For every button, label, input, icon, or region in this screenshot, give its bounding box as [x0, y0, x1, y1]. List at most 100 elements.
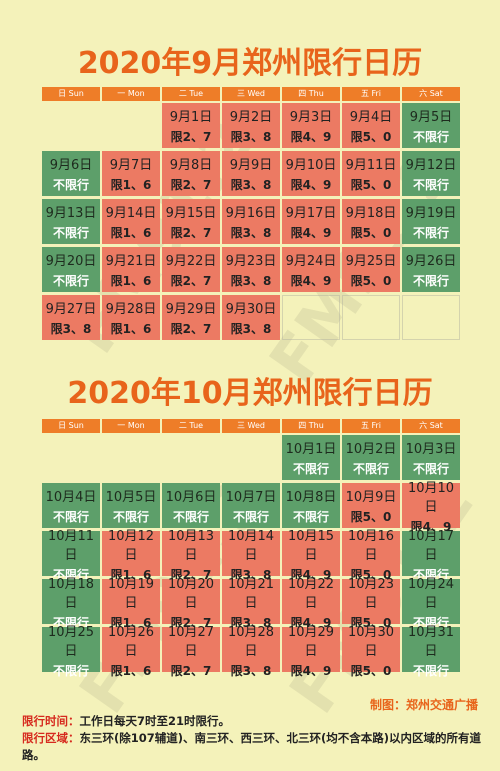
day-rule: 限1、6: [110, 663, 152, 678]
day-rule: 限5、0: [350, 510, 392, 524]
day-date: 9月18日: [345, 206, 397, 221]
day-cell: 10月14日 限3、8: [222, 529, 280, 582]
day-rule: 不限行: [172, 510, 209, 524]
day-cell: 10月26日 限1、6: [102, 625, 160, 678]
weekday-label: 一 Mon: [102, 419, 160, 433]
day-cell: 9月11日 限5、0: [342, 151, 400, 196]
day-rule: 限2、7: [170, 178, 212, 192]
day-date: 9月1日: [169, 110, 213, 125]
credit-text: 制图：郑州交通广播: [369, 698, 478, 712]
day-cell: 10月5日 不限行: [102, 483, 160, 528]
day-rule: 限5、0: [350, 226, 392, 240]
day-cell: 9月18日限5、0: [342, 199, 400, 244]
sept-title: 2020年9月郑州限行日历: [77, 46, 423, 81]
day-date: 10月27日: [167, 624, 215, 659]
oct-calendar-grid: 10月1日不限行 10月2日不限行 10月3日不限行 10月4日 不限行 10月5日 不限行…: [42, 435, 460, 678]
day-cell: 10月11日 不限行: [42, 529, 100, 582]
day-cell: 9月14日 限1、6: [102, 199, 160, 244]
day-rule: 限2、7: [170, 130, 212, 144]
weekday-label: 三 Wed: [222, 419, 280, 433]
day-date: 9月25日: [345, 254, 397, 269]
day-rule: 不限行: [52, 178, 89, 192]
weekday-label: 六 Sat: [402, 87, 460, 101]
day-date: 9月27日: [45, 302, 97, 317]
day-rule: 限3、8: [230, 178, 272, 192]
day-cell: 9月25日限5、0: [342, 247, 400, 292]
day-cell: 10月4日 不限行: [42, 483, 100, 528]
day-date: 10月10日: [407, 480, 455, 515]
day-cell: 9月9日 限3、8: [222, 151, 280, 196]
day-date: 10月31日: [407, 624, 455, 659]
day-rule: 限3、8: [230, 663, 272, 678]
blank-cell: [222, 435, 280, 480]
day-cell: 9月19日 不限行: [402, 199, 460, 244]
day-cell: 10月23日 限5、0: [342, 577, 400, 630]
day-cell: 9月20日 不限行: [42, 247, 100, 292]
day-cell: 9月7日 限1、6: [102, 151, 160, 196]
day-cell: 9月27日限3、8: [42, 295, 100, 340]
weekday-label: 五 Fri: [342, 419, 400, 433]
notes-area-row: 限行区域：东三环(除107辅道)、南三环、西三环、北三环(均不含本路)以内区域的…: [22, 730, 500, 764]
sept-weekday-header: 日 Sun 一 Mon 二 Tue 三 Wed 四 Thu 五 Fri 六 Sat: [42, 87, 460, 101]
day-rule: 限1、6: [110, 567, 152, 582]
day-rule: 不限行: [412, 462, 449, 476]
day-rule: 限2、7: [170, 567, 212, 582]
day-rule: 限3、8: [50, 322, 92, 336]
weekday-label: 一 Mon: [102, 87, 160, 101]
blank-cell: [102, 103, 160, 148]
day-rule: 限5、0: [350, 274, 392, 288]
day-cell: 10月22日 限4、9: [282, 577, 340, 630]
weekday-label: 日 Sun: [42, 87, 100, 101]
notes-area-label: 限行区域：: [22, 731, 80, 745]
day-cell: 10月13日 限2、7: [162, 529, 220, 582]
day-cell: 10月16日 限5、0: [342, 529, 400, 582]
day-cell: 9月2日 限3、8: [222, 103, 280, 148]
day-date: 10月17日: [407, 528, 455, 563]
day-rule: 限3、8: [230, 322, 272, 336]
day-rule: 不限行: [292, 510, 329, 524]
notes-area-value: 东三环(除107辅道)、南三环、西三环、北三环(均不含本路)以内区域的所有道路。: [22, 731, 482, 762]
day-cell: 10月7日 不限行: [222, 483, 280, 528]
weekday-label: 二 Tue: [162, 87, 220, 101]
day-cell: 9月3日限4、9: [282, 103, 340, 148]
day-date: 10月18日: [47, 576, 95, 611]
day-date: 10月11日: [47, 528, 95, 563]
day-date: 10月1日: [285, 442, 337, 457]
day-date: 10月3日: [405, 442, 457, 457]
day-rule: 不限行: [292, 462, 329, 476]
day-date: 9月29日: [165, 302, 217, 317]
day-cell: 9月6日 不限行: [42, 151, 100, 196]
oct-weekday-header: 日 Sun 一 Mon 二 Tue 三 Wed 四 Thu 五 Fri 六 Sat: [42, 419, 460, 433]
day-date: 10月12日: [107, 528, 155, 563]
day-rule: 限1、6: [110, 274, 152, 288]
day-date: 9月10日: [285, 158, 337, 173]
day-cell: 9月16日 限3、8: [222, 199, 280, 244]
day-rule: 不限行: [412, 663, 449, 678]
weekday-label: 四 Thu: [282, 87, 340, 101]
day-date: 10月6日: [165, 490, 217, 505]
notes-time-label: 限行时间：: [22, 714, 80, 728]
day-rule: 不限行: [412, 226, 449, 240]
day-date: 9月23日: [225, 254, 277, 269]
day-rule: 不限行: [412, 178, 449, 192]
day-date: 10月20日: [167, 576, 215, 611]
day-rule: 限3、8: [230, 130, 272, 144]
day-cell: 10月27日 限2、7: [162, 625, 220, 678]
day-cell: 9月12日 不限行: [402, 151, 460, 196]
day-date: 9月5日: [409, 110, 453, 125]
day-date: 10月2日: [345, 442, 397, 457]
day-date: 10月19日: [107, 576, 155, 611]
sept-calendar-grid: 9月1日 限2、7 9月2日 限3、8 9月3日 限4、9 9月4日 限5、0 9月5日 不限行 9…: [42, 103, 460, 340]
day-cell: 10月9日 限5、0: [342, 483, 400, 528]
day-rule: 不限行: [412, 274, 449, 288]
blank-cell: [42, 103, 100, 148]
day-cell: 10月1日不限行: [282, 435, 340, 480]
day-cell: 9月8日 限2、7: [162, 151, 220, 196]
day-date: 9月14日: [105, 206, 157, 221]
day-rule: 限4、9: [290, 130, 332, 144]
day-cell: 9月30日 限3、8: [222, 295, 280, 340]
day-rule: 限4、9: [290, 615, 332, 630]
day-rule: 限5、0: [350, 178, 392, 192]
day-cell: 10月21日 限3、8: [222, 577, 280, 630]
day-date: 9月3日: [289, 110, 333, 125]
